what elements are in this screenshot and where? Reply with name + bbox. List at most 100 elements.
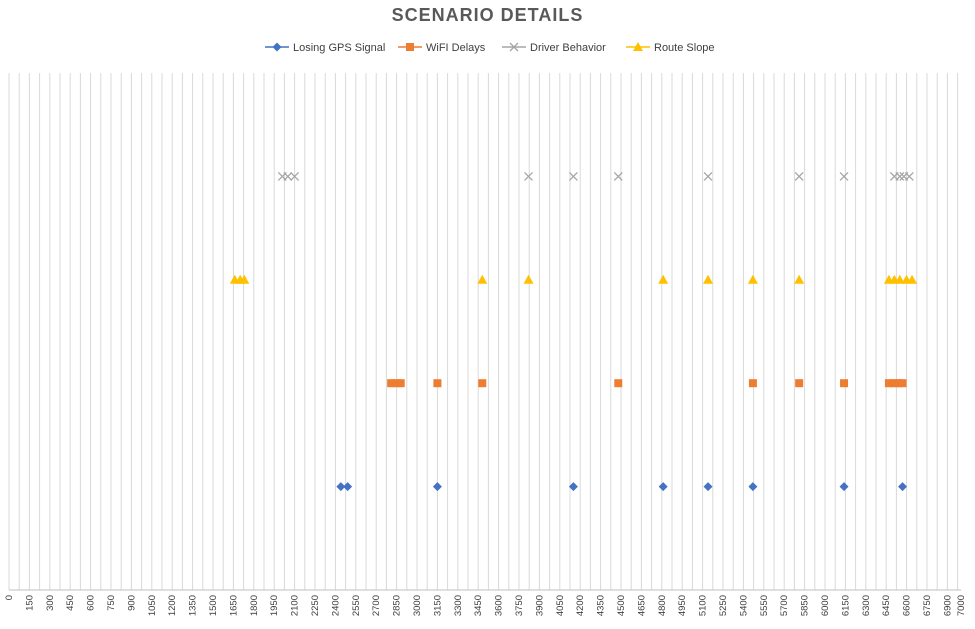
data-point bbox=[895, 171, 905, 181]
x-tick-label: 450 bbox=[65, 595, 76, 611]
x-tick-label: 4950 bbox=[677, 595, 688, 616]
legend-item: WiFI Delays bbox=[398, 42, 486, 54]
data-point bbox=[613, 171, 623, 181]
data-point bbox=[478, 379, 487, 388]
x-tick-label: 300 bbox=[45, 595, 56, 611]
data-point bbox=[795, 379, 804, 388]
data-point bbox=[898, 482, 908, 492]
x-tick-label: 150 bbox=[24, 595, 35, 611]
data-point bbox=[343, 482, 353, 492]
data-point bbox=[703, 171, 713, 181]
x-tick-label: 900 bbox=[126, 595, 137, 611]
series-2 bbox=[277, 171, 914, 181]
legend-item: Driver Behavior bbox=[502, 42, 606, 54]
x-tick-label: 2250 bbox=[310, 595, 321, 616]
x-axis: 0 150 300 450 600 750 900 1050 1200 1350 1500 1650 1… bbox=[4, 589, 967, 616]
x-tick-label: 7000 bbox=[956, 595, 967, 616]
data-point bbox=[239, 274, 250, 284]
x-tick-label: 5550 bbox=[759, 595, 770, 616]
data-point bbox=[658, 482, 668, 492]
x-tick-label: 5100 bbox=[698, 595, 709, 616]
x-tick-label: 2850 bbox=[392, 595, 403, 616]
x-tick-label: 750 bbox=[106, 595, 117, 611]
data-point bbox=[396, 379, 405, 388]
data-point bbox=[283, 171, 293, 181]
data-point bbox=[839, 482, 849, 492]
x-tick-label: 6000 bbox=[820, 595, 831, 616]
data-point bbox=[524, 171, 533, 181]
data-point bbox=[794, 171, 804, 181]
legend-marker bbox=[633, 42, 643, 51]
x-tick-label: 6150 bbox=[840, 595, 851, 616]
data-point bbox=[904, 171, 914, 181]
x-tick-label: 6750 bbox=[922, 595, 933, 616]
data-point bbox=[568, 171, 578, 181]
legend-item: Route Slope bbox=[626, 42, 715, 54]
x-tick-label: 1500 bbox=[208, 595, 219, 616]
x-tick-label: 4800 bbox=[657, 595, 668, 616]
data-marks bbox=[229, 171, 918, 492]
legend-item: Losing GPS Signal bbox=[265, 42, 385, 54]
legend-label: Losing GPS Signal bbox=[293, 42, 385, 54]
data-point bbox=[794, 274, 805, 284]
legend-marker bbox=[406, 43, 414, 51]
x-tick-label: 1350 bbox=[188, 595, 199, 616]
x-tick-label: 4200 bbox=[575, 595, 586, 616]
legend-label: Driver Behavior bbox=[530, 42, 606, 54]
data-point bbox=[432, 482, 442, 492]
data-point bbox=[884, 379, 893, 388]
x-tick-label: 3750 bbox=[514, 595, 525, 616]
x-tick-label: 0 bbox=[4, 595, 15, 600]
x-tick-label: 6300 bbox=[861, 595, 872, 616]
x-tick-label: 2550 bbox=[351, 595, 362, 616]
data-point bbox=[703, 482, 713, 492]
x-tick-label: 3900 bbox=[534, 595, 545, 616]
x-tick-label: 3600 bbox=[494, 595, 505, 616]
data-point bbox=[477, 274, 488, 284]
x-tick-label: 5400 bbox=[738, 595, 749, 616]
x-tick-label: 3150 bbox=[432, 595, 443, 616]
data-point bbox=[890, 379, 899, 388]
x-tick-label: 6900 bbox=[942, 595, 953, 616]
data-point bbox=[898, 379, 907, 388]
x-tick-label: 3000 bbox=[412, 595, 423, 616]
legend-marker bbox=[509, 42, 519, 52]
x-tick-label: 5250 bbox=[718, 595, 729, 616]
x-tick-label: 1200 bbox=[167, 595, 178, 616]
data-point bbox=[748, 482, 758, 492]
x-tick-label: 6450 bbox=[881, 595, 892, 616]
x-tick-label: 1650 bbox=[228, 595, 239, 616]
series-0 bbox=[336, 482, 908, 492]
series-3 bbox=[229, 274, 918, 284]
x-tick-label: 4050 bbox=[555, 595, 566, 616]
legend-label: WiFI Delays bbox=[426, 42, 486, 54]
data-point bbox=[614, 379, 623, 388]
data-point bbox=[290, 171, 300, 181]
data-point bbox=[703, 274, 714, 284]
legend-label: Route Slope bbox=[654, 42, 715, 54]
x-tick-label: 2100 bbox=[290, 595, 301, 616]
x-tick-label: 600 bbox=[86, 595, 97, 611]
data-point bbox=[839, 171, 849, 181]
gridlines bbox=[8, 73, 959, 590]
x-tick-label: 5700 bbox=[779, 595, 790, 616]
x-tick-label: 2400 bbox=[330, 595, 341, 616]
data-point bbox=[568, 482, 578, 492]
data-point bbox=[433, 379, 442, 388]
legend-marker bbox=[272, 42, 282, 52]
data-point bbox=[748, 379, 757, 388]
legend: Losing GPS Signal WiFI Delays Driver Behav… bbox=[265, 42, 715, 54]
x-tick-label: 3450 bbox=[473, 595, 484, 616]
x-tick-label: 1050 bbox=[147, 595, 158, 616]
data-point bbox=[336, 482, 346, 492]
x-tick-label: 1800 bbox=[249, 595, 260, 616]
data-point bbox=[840, 379, 849, 388]
x-tick-label: 4350 bbox=[596, 595, 607, 616]
x-tick-label: 2700 bbox=[371, 595, 382, 616]
data-point bbox=[523, 274, 534, 284]
data-point bbox=[392, 379, 401, 388]
data-point bbox=[387, 379, 396, 388]
x-tick-label: 4650 bbox=[636, 595, 647, 616]
data-point bbox=[907, 274, 918, 284]
x-tick-label: 3300 bbox=[453, 595, 464, 616]
